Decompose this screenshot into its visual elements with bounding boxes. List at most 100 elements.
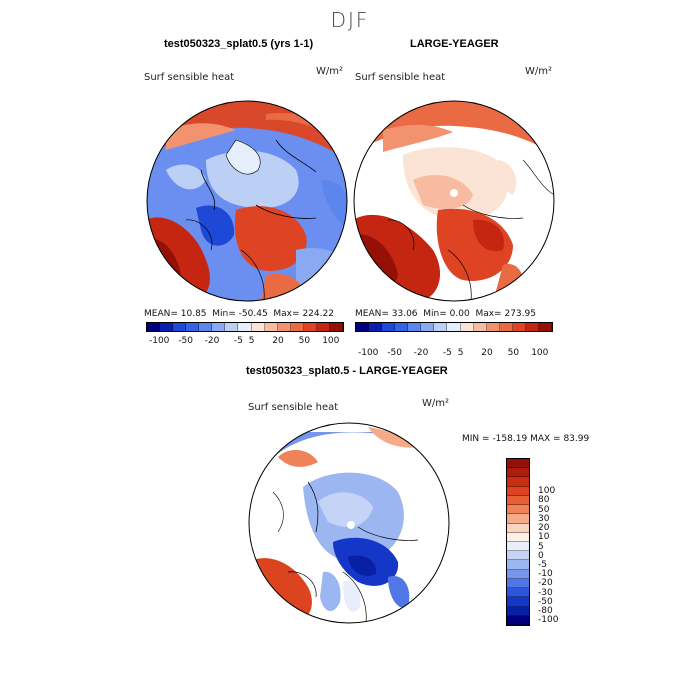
panel3-stats: MIN = -158.19 MAX = 83.99 bbox=[462, 434, 589, 444]
colorbar-swatch bbox=[199, 323, 213, 331]
colorbar-tick-label: -20 bbox=[413, 348, 429, 358]
colorbar-tick-label: -5 bbox=[442, 348, 452, 358]
colorbar-swatch bbox=[369, 323, 383, 331]
panel1-max: 224.22 bbox=[302, 309, 334, 319]
colorbar-tick-label: 5 bbox=[457, 348, 464, 358]
panel2-mean-label: MEAN= bbox=[355, 309, 389, 319]
panel3-colorbar bbox=[506, 458, 530, 626]
colorbar-swatch bbox=[316, 323, 330, 331]
panel3-units: W/m² bbox=[422, 398, 450, 409]
colorbar-swatch bbox=[507, 588, 529, 598]
panel1-variable-label: Surf sensible heat bbox=[144, 72, 235, 83]
panel1-min-label: Min= bbox=[212, 309, 236, 319]
panel3-min-label: MIN = bbox=[462, 434, 490, 444]
colorbar-swatch bbox=[507, 495, 529, 506]
colorbar-label: 30 bbox=[538, 513, 550, 524]
colorbar-swatch bbox=[507, 505, 529, 515]
colorbar-swatch bbox=[507, 560, 529, 570]
colorbar-tick-label: -50 bbox=[387, 348, 402, 358]
colorbar-label: 0 bbox=[538, 550, 544, 561]
colorbar-swatch bbox=[264, 323, 278, 331]
colorbar-swatch bbox=[160, 323, 174, 331]
colorbar-tick-label: -5 bbox=[233, 336, 243, 346]
panel1-map bbox=[146, 100, 348, 302]
panel3-max: 83.99 bbox=[563, 434, 590, 444]
colorbar-swatch bbox=[507, 523, 529, 533]
colorbar-label: 50 bbox=[538, 504, 550, 515]
colorbar-swatch bbox=[460, 323, 474, 331]
panel2-stats: MEAN= 33.06 Min= 0.00 Max= 273.95 bbox=[355, 309, 536, 319]
colorbar-swatch bbox=[507, 459, 529, 469]
season-title: DJF bbox=[330, 8, 370, 32]
colorbar-swatch bbox=[507, 541, 529, 552]
colorbar-swatch bbox=[186, 323, 200, 331]
colorbar-tick-label: -20 bbox=[204, 336, 220, 346]
colorbar-swatch bbox=[447, 323, 461, 331]
colorbar-swatch bbox=[507, 551, 529, 561]
colorbar-tick-label: 50 bbox=[298, 336, 311, 346]
panel2-map bbox=[353, 100, 555, 302]
colorbar-swatch bbox=[251, 323, 265, 331]
colorbar-tick-label: 100 bbox=[322, 336, 340, 346]
panel2-title: LARGE-YEAGER bbox=[410, 38, 499, 50]
colorbar-label: 10 bbox=[538, 532, 550, 543]
panel1-max-label: Max= bbox=[273, 309, 300, 319]
colorbar-swatch bbox=[507, 477, 529, 487]
colorbar-label: -80 bbox=[538, 606, 553, 617]
panel1-mean-label: MEAN= bbox=[144, 309, 178, 319]
colorbar-swatch bbox=[408, 323, 422, 331]
colorbar-swatch bbox=[507, 615, 529, 625]
colorbar-swatch bbox=[303, 323, 317, 331]
colorbar-swatch bbox=[356, 323, 370, 331]
colorbar-swatch bbox=[507, 532, 529, 542]
panel2-max-label: Max= bbox=[475, 309, 502, 319]
colorbar-label: 100 bbox=[538, 486, 556, 497]
colorbar-tick-label: -100 bbox=[148, 336, 170, 346]
colorbar-swatch bbox=[395, 323, 409, 331]
panel2-colorbar bbox=[355, 322, 553, 332]
colorbar-swatch bbox=[421, 323, 435, 331]
colorbar-swatch bbox=[507, 578, 529, 589]
panel1-title: test050323_splat0.5 (yrs 1-1) bbox=[164, 38, 314, 50]
colorbar-swatch bbox=[329, 323, 343, 331]
panel3-min: -158.19 bbox=[492, 434, 528, 444]
colorbar-label: -50 bbox=[538, 596, 553, 607]
colorbar-swatch bbox=[473, 323, 487, 331]
colorbar-label: 20 bbox=[538, 523, 550, 534]
panel2-colorbar-ticks: -100 -50 -20 -5 5 20 50 100 bbox=[355, 348, 553, 360]
colorbar-swatch bbox=[507, 514, 529, 524]
colorbar-swatch bbox=[538, 323, 552, 331]
colorbar-tick-label: -100 bbox=[357, 348, 379, 358]
panel1-units: W/m² bbox=[316, 66, 344, 77]
colorbar-label: -30 bbox=[538, 587, 553, 598]
panel1-colorbar-ticks: -100 -50 -20 -5 5 20 50 100 bbox=[146, 336, 344, 348]
panel2-min-label: Min= bbox=[423, 309, 447, 319]
colorbar-swatch bbox=[512, 323, 526, 331]
panel1-stats: MEAN= 10.85 Min= -50.45 Max= 224.22 bbox=[144, 309, 334, 319]
panel2-units: W/m² bbox=[525, 66, 553, 77]
colorbar-tick-label: 20 bbox=[272, 336, 284, 346]
colorbar-swatch bbox=[277, 323, 291, 331]
colorbar-swatch bbox=[507, 486, 529, 496]
panel2-min: 0.00 bbox=[449, 309, 470, 319]
colorbar-tick-label: 5 bbox=[248, 336, 255, 346]
colorbar-swatch bbox=[173, 323, 187, 331]
colorbar-swatch bbox=[507, 606, 529, 616]
colorbar-swatch bbox=[525, 323, 539, 331]
colorbar-tick-label: -50 bbox=[178, 336, 193, 346]
colorbar-tick-label: 50 bbox=[507, 348, 520, 358]
colorbar-label: 80 bbox=[538, 495, 550, 506]
colorbar-swatch bbox=[238, 323, 252, 331]
panel1-colorbar bbox=[146, 322, 344, 332]
colorbar-swatch bbox=[382, 323, 396, 331]
panel3-variable-label: Surf sensible heat bbox=[248, 402, 339, 413]
colorbar-tick-label: 100 bbox=[531, 348, 549, 358]
colorbar-swatch bbox=[507, 597, 529, 607]
panel3-title: test050323_splat0.5 - LARGE-YEAGER bbox=[246, 365, 448, 377]
colorbar-swatch bbox=[507, 468, 529, 478]
colorbar-label: -100 bbox=[538, 615, 559, 626]
colorbar-label: 5 bbox=[538, 541, 544, 552]
colorbar-swatch bbox=[290, 323, 304, 331]
colorbar-swatch bbox=[434, 323, 448, 331]
colorbar-swatch bbox=[507, 569, 529, 579]
